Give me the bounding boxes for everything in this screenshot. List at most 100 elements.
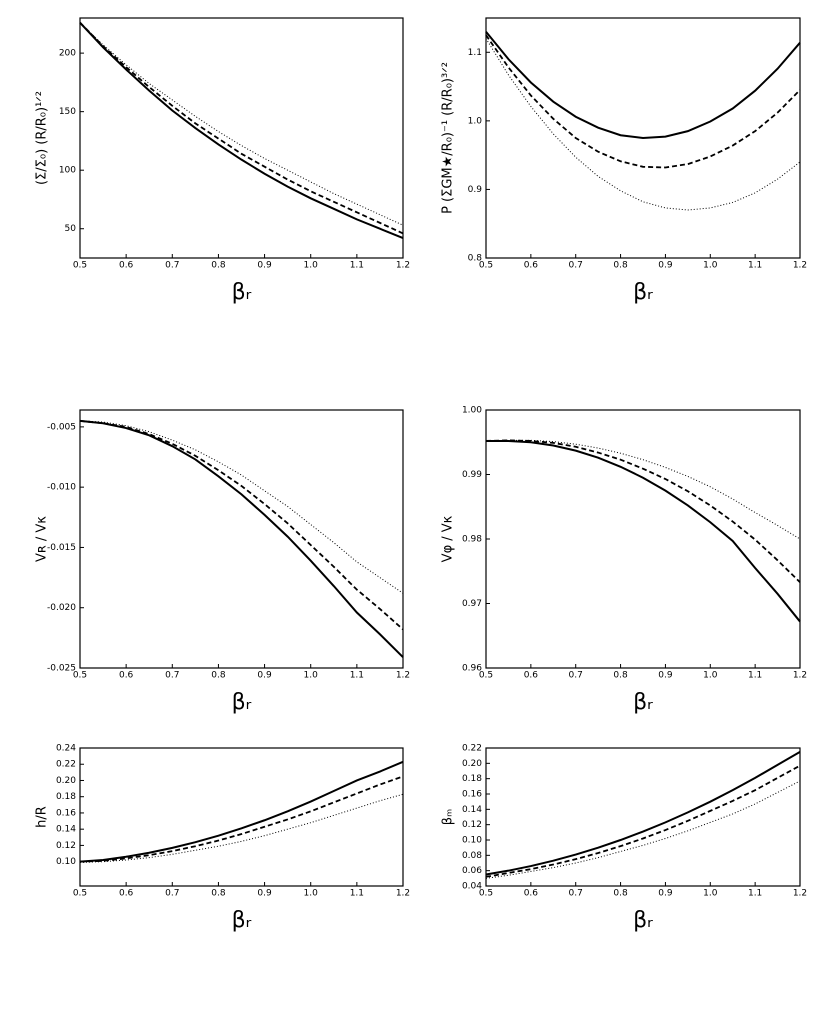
x-tick-label: 0.8 [613,889,628,899]
line-series [79,22,404,235]
x-tick-label: 1.0 [304,261,319,271]
y-tick-label: 0.04 [462,882,482,892]
x-tick-label: 1.1 [350,261,364,271]
y-tick-label: 0.08 [462,851,482,861]
x-tick-label: 1.1 [748,671,762,681]
y-tick-label: 0.12 [56,841,76,851]
x-axis-label: βᵣ [232,908,252,933]
x-tick-label: 1.0 [703,261,718,271]
x-tick-label: 1.0 [304,671,319,681]
x-tick-label: 1.0 [703,889,718,899]
x-tick-label: 1.1 [748,889,762,899]
x-tick-label: 0.9 [658,261,673,271]
line-series [486,439,801,623]
x-tick-label: 0.6 [119,671,134,681]
line-series [485,764,801,878]
y-tick-label: 0.16 [56,808,76,818]
plot-frame [485,747,801,887]
line-series [79,760,404,863]
plot-frame [485,17,801,259]
y-tick-label: 0.16 [462,790,482,800]
line-series [79,775,404,863]
y-tick-label: 0.22 [56,760,76,770]
x-tick-label: 0.5 [479,889,493,899]
y-tick-label: 0.18 [56,792,76,802]
y-tick-label: 0.14 [56,825,76,835]
x-tick-label: 0.8 [613,261,628,271]
line-series [79,22,404,226]
plot-frame [79,17,404,259]
y-tick-label: 0.14 [462,805,482,815]
y-axis-label: (Σ/Σ₀) (R/R₀)¹ᐟ² [35,91,50,185]
line-series [485,34,801,169]
x-tick-label: 0.9 [257,261,272,271]
x-axis-label: βᵣ [633,690,653,715]
line-series [485,439,801,583]
y-tick-label: 50 [65,224,77,234]
x-tick-label: 0.6 [119,261,134,271]
line-series [485,38,801,211]
y-tick-label: 0.9 [468,185,483,195]
x-tick-label: 0.5 [73,889,87,899]
y-tick-label: 0.24 [56,744,76,754]
x-tick-label: 0.6 [524,671,539,681]
y-tick-label: 0.96 [462,664,482,674]
y-tick-label: 0.12 [462,820,482,830]
x-axis-label: βᵣ [232,280,252,305]
line-series [485,439,801,540]
x-tick-label: 0.9 [658,889,673,899]
line-series [79,420,404,594]
x-tick-label: 1.2 [396,671,410,681]
x-tick-label: 0.5 [73,671,87,681]
y-tick-label: 0.97 [462,599,482,609]
plot-frame [79,409,404,669]
y-tick-label: 0.18 [462,774,482,784]
y-tick-label: 0.06 [462,866,482,876]
x-tick-label: 0.9 [658,671,673,681]
y-tick-label: 0.22 [462,744,482,754]
y-tick-label: -0.005 [47,422,76,432]
x-tick-label: 0.5 [479,261,493,271]
x-tick-label: 0.6 [119,889,134,899]
y-tick-label: -0.020 [47,603,76,613]
line-series [485,31,801,140]
x-tick-label: 0.7 [165,261,179,271]
line-series [485,750,801,876]
x-tick-label: 0.9 [257,889,272,899]
x-tick-label: 0.8 [211,889,226,899]
plot-frame [485,409,801,669]
x-tick-label: 1.2 [396,889,410,899]
y-axis-label: h/R [35,806,50,828]
y-tick-label: 1.0 [468,116,483,126]
y-tick-label: 0.10 [462,836,482,846]
y-tick-label: 0.10 [56,857,76,867]
y-tick-label: 0.8 [468,254,483,264]
y-tick-label: 0.99 [462,470,482,480]
y-tick-label: -0.025 [47,664,76,674]
y-tick-label: 1.1 [468,48,482,58]
x-tick-label: 0.8 [613,671,628,681]
line-series [79,21,404,240]
x-tick-label: 0.9 [257,671,272,681]
y-tick-label: 200 [59,49,76,59]
x-tick-label: 1.2 [793,671,807,681]
x-tick-label: 0.5 [479,671,493,681]
y-axis-label: P (ΣGM★/R₀)⁻¹ (R/R₀)³ᐟ² [441,62,456,214]
x-tick-label: 0.6 [524,261,539,271]
x-tick-label: 0.6 [524,889,539,899]
x-tick-label: 1.1 [748,261,762,271]
y-tick-label: -0.015 [47,543,76,553]
x-tick-label: 0.8 [211,261,226,271]
y-tick-label: -0.010 [47,483,76,493]
x-tick-label: 1.0 [703,671,718,681]
x-tick-label: 0.7 [165,889,179,899]
x-axis-label: βᵣ [232,690,252,715]
y-axis-label: Vʀ / Vκ [35,516,50,562]
x-tick-label: 0.7 [569,261,583,271]
y-tick-label: 150 [59,107,76,117]
x-tick-label: 1.1 [350,889,364,899]
x-tick-label: 1.2 [793,889,807,899]
x-tick-label: 1.0 [304,889,319,899]
